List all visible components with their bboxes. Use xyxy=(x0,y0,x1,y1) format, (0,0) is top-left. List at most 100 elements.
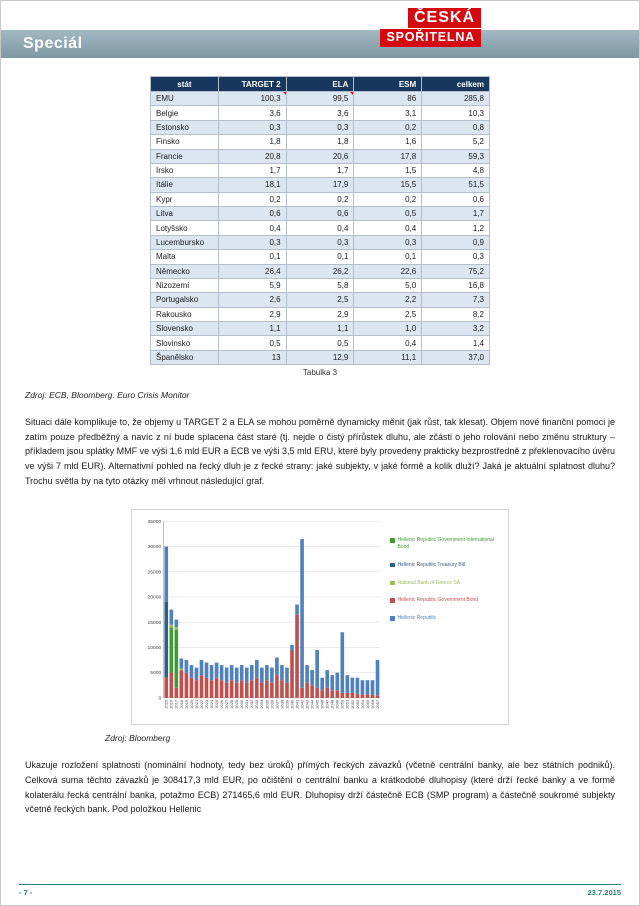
value-cell: 2,5 xyxy=(353,306,423,323)
value-cell: 0,3 xyxy=(285,119,355,136)
value-cell: 0,1 xyxy=(353,249,423,265)
bar-segment xyxy=(229,680,234,699)
bar-segment xyxy=(229,665,234,681)
bar-segment xyxy=(184,660,189,674)
bar-segment xyxy=(295,615,299,699)
x-tick-label: 2039 xyxy=(284,699,289,709)
value-cell: 0,1 xyxy=(285,249,355,265)
page-header: Speciál ČESKÁ SPOŘITELNA xyxy=(1,1,639,59)
legend-label: Hellenic Republic Treasury Bill xyxy=(397,561,466,568)
y-tick-label: 0 xyxy=(159,696,162,702)
value-cell: 17,9 xyxy=(285,177,355,193)
bar-segment xyxy=(350,693,355,699)
bar-segment xyxy=(204,678,209,699)
bar-segment xyxy=(174,620,179,628)
country-cell: EMU xyxy=(150,90,219,107)
bar-segment xyxy=(209,665,214,681)
bar-segment xyxy=(280,665,284,681)
x-tick-label: 2029 xyxy=(234,699,239,709)
value-cell: 0,2 xyxy=(285,191,355,208)
bar-segment xyxy=(325,688,330,699)
bar-segment xyxy=(224,683,229,699)
country-cell: Irsko xyxy=(150,162,219,179)
bar-segment xyxy=(270,683,274,699)
x-tick-label: 2049 xyxy=(335,699,340,709)
value-cell: 18,1 xyxy=(217,177,287,193)
value-cell: 13 xyxy=(217,349,287,366)
y-tick-label: 10000 xyxy=(148,645,162,651)
bar-segment xyxy=(360,680,365,695)
bar-segment xyxy=(260,683,264,699)
bar-segment xyxy=(305,665,309,684)
logo-text-ceska: ČESKÁ xyxy=(407,8,481,28)
bar-segment xyxy=(300,688,304,699)
table-row: Francie 20,8 20,6 17,8 59,3 xyxy=(150,148,490,164)
value-cell: 0,5 xyxy=(285,335,355,351)
value-cell: 1,5 xyxy=(353,162,423,179)
bar-segment xyxy=(275,675,279,699)
bar-segment xyxy=(320,690,324,699)
paragraph-1: Situaci dále komplikuje to, že objemy u … xyxy=(25,417,615,486)
value-cell: 0,4 xyxy=(353,220,423,236)
table-row: Rakousko 2,9 2,9 2,5 8,2 xyxy=(150,306,490,323)
table-row: Kypr 0,2 0,2 0,2 0,6 xyxy=(150,191,490,208)
value-cell: 5,9 xyxy=(217,277,287,294)
x-tick-label: 2015 xyxy=(164,699,169,709)
table-row: Lotyšsko 0,4 0,4 0,4 1,2 xyxy=(150,220,490,236)
chart-legend: Hellenic Republic Government Internation… xyxy=(384,515,505,633)
country-cell: Slovensko xyxy=(150,320,219,337)
value-cell: 37,0 xyxy=(421,349,490,366)
country-cell: Kypr xyxy=(150,191,219,208)
legend-label: National Bank of Greece SA xyxy=(397,579,461,586)
legend-swatch xyxy=(390,538,395,543)
value-cell: 4,8 xyxy=(421,162,490,179)
legend-item: Hellenic Republic Treasury Bill xyxy=(390,562,503,569)
bar-segment xyxy=(270,668,274,684)
legend-swatch xyxy=(390,562,395,568)
table-row: Estonsko 0,3 0,3 0,2 0,8 xyxy=(150,119,490,136)
value-cell: 100,3 xyxy=(217,90,287,107)
column-header: celkem xyxy=(421,76,490,92)
legend-label: Hellenic Republic Government Bond xyxy=(397,597,479,604)
value-cell: 2,5 xyxy=(285,292,355,308)
bar-segment xyxy=(340,693,345,699)
value-cell: 285,8 xyxy=(421,90,490,107)
bar-segment xyxy=(219,680,224,699)
value-cell: 0,6 xyxy=(285,205,355,222)
table-row: Slovinsko 0,5 0,5 0,4 1,4 xyxy=(150,335,490,351)
bar-segment xyxy=(370,680,375,696)
value-cell: 0,2 xyxy=(353,191,423,208)
x-tick-label: 2026 xyxy=(219,699,224,709)
value-cell: 26,2 xyxy=(285,263,355,279)
bar-segment xyxy=(365,680,370,695)
bar-segment xyxy=(194,668,199,681)
value-cell: 0,5 xyxy=(217,335,287,351)
bar-segment xyxy=(345,675,350,694)
value-cell: 0,3 xyxy=(217,119,287,136)
x-tick-label: 2019 xyxy=(184,699,189,709)
bar-segment xyxy=(340,632,345,694)
bar-segment xyxy=(174,630,179,689)
bar-segment xyxy=(350,678,355,694)
table-row: Belgie 3,6 3,6 3,1 10,3 xyxy=(150,105,490,121)
value-cell: 3,1 xyxy=(353,105,423,121)
country-cell: Španělsko xyxy=(150,349,219,366)
ceska-sporitelna-logo: ČESKÁ SPOŘITELNA xyxy=(380,8,481,47)
bar-segment xyxy=(355,678,360,695)
bar-segment xyxy=(330,690,335,699)
country-cell: Litva xyxy=(150,205,219,222)
bar-segment xyxy=(285,683,289,699)
x-tick-label: 2022 xyxy=(199,700,204,709)
country-cell: Estonsko xyxy=(150,119,219,136)
country-cell: Lucembursko xyxy=(150,234,219,251)
table-row: EMU 100,3 99,5 86 285,8 xyxy=(150,90,490,107)
x-tick-label: 2018 xyxy=(179,699,184,709)
bar-segment xyxy=(335,673,340,691)
x-tick-label: 2024 xyxy=(209,699,214,709)
bar-segment xyxy=(280,680,284,699)
bar-segment xyxy=(265,665,269,681)
bar-segment xyxy=(249,680,254,699)
x-tick-label: 2055 xyxy=(365,699,370,709)
bar-segment xyxy=(290,650,294,699)
value-cell: 1,7 xyxy=(217,162,287,179)
